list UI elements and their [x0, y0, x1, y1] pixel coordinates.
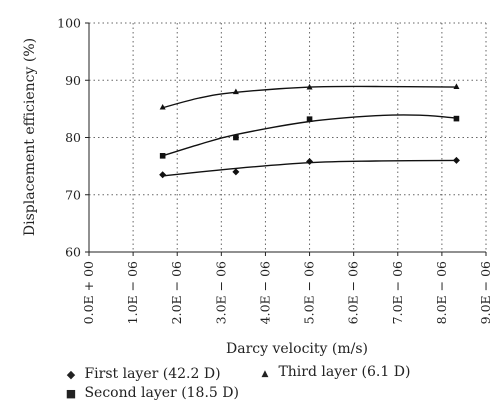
x-axis-title: Darcy velocity (m/s) [226, 341, 368, 357]
square-point [453, 115, 460, 122]
y-tick-labels: 60 70 80 90 100 [57, 16, 81, 260]
y-tick-label: 60 [65, 245, 81, 260]
diamond-point [306, 158, 314, 166]
triangle-point [453, 83, 460, 89]
y-tick-label: 70 [65, 187, 81, 202]
diamond-point [452, 156, 460, 164]
x-tick-label: 9.0E − 06 [478, 261, 493, 324]
data-points [159, 83, 460, 179]
x-tick-label: 1.0E − 06 [125, 261, 140, 324]
triangle-point [159, 103, 166, 110]
square-point [306, 116, 313, 122]
axes [85, 22, 487, 256]
triangle-point [306, 83, 313, 90]
diamond-point [159, 171, 167, 179]
y-tick-label: 80 [65, 130, 81, 145]
square-point [159, 153, 166, 159]
x-tick-label: 2.0E − 06 [169, 261, 184, 324]
x-tick-label: 4.0E − 06 [257, 261, 272, 324]
square-point [233, 134, 239, 141]
grid-lines [89, 22, 487, 252]
x-tick-label: 7.0E − 06 [390, 261, 405, 324]
x-tick-label: 5.0E − 06 [302, 261, 317, 324]
y-tick-label: 90 [65, 73, 81, 88]
x-tick-label: 0.0E + 00 [81, 261, 96, 324]
y-axis-title: Displacement efficiency (%) [22, 38, 38, 236]
x-tick-label: 8.0E − 06 [434, 261, 449, 324]
y-tick-label: 100 [57, 16, 81, 31]
x-tick-label: 6.0E − 06 [346, 261, 361, 324]
x-tick-labels: 0.0E + 00 1.0E − 06 2.0E − 06 3.0E − 06 4.0E… [81, 261, 493, 324]
x-tick-label: 3.0E − 06 [213, 261, 228, 324]
triangle-point [232, 88, 239, 95]
diamond-point [232, 168, 240, 176]
trendline [162, 85, 457, 109]
